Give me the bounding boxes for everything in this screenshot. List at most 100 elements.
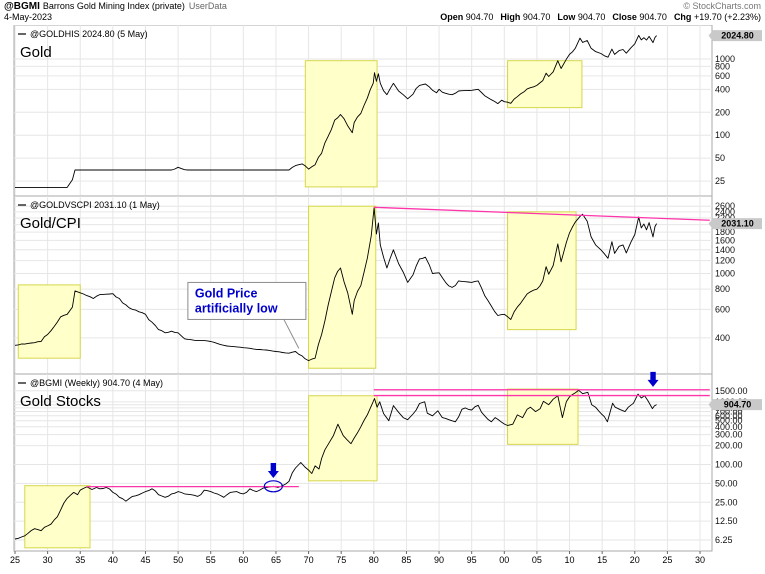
svg-text:500.00: 500.00 (715, 416, 743, 426)
panel-title: Gold/CPI (20, 215, 81, 232)
svg-text:25: 25 (10, 555, 20, 565)
x-axis-labels: 25 30 35 40 45 50 55 60 65 70 75 80 85 90 95 00 05 10 15 20… (10, 551, 705, 565)
svg-text:55: 55 (206, 555, 216, 565)
svg-text:00: 00 (499, 555, 509, 565)
callout-box (187, 281, 307, 320)
svg-text:70: 70 (304, 555, 314, 565)
gold_cpi-series-line (14, 207, 657, 362)
down-arrow-annotation (267, 463, 279, 479)
svg-text:1400: 1400 (715, 245, 735, 255)
svg-text:90: 90 (434, 555, 444, 565)
quote-line: Open 904.70 High 904.70 Low 904.70 Close 90… (433, 12, 761, 22)
trendline (373, 206, 710, 221)
svg-text:@GOLDHIS 2024.80 (5 May): @GOLDHIS 2024.80 (5 May) (30, 29, 148, 39)
last-price-tag: 2031.10 (708, 218, 762, 230)
svg-text:200.00: 200.00 (715, 441, 743, 451)
callout-pointer (283, 319, 300, 349)
svg-text:2400: 2400 (715, 207, 735, 217)
last-price-tag: 904.70 (708, 399, 762, 411)
svg-text:600.00: 600.00 (715, 411, 743, 421)
panel-bgmi: 1500.001000.00900.00800.00700.00600.0050… (13, 371, 762, 552)
gold-series-line (15, 34, 657, 188)
svg-text:20: 20 (630, 555, 640, 565)
gridlines (14, 374, 712, 551)
header-line-2: 4-May-2023 Open 904.70 High 904.70 Low 904… (4, 12, 761, 22)
svg-text:400: 400 (715, 333, 730, 343)
svg-text:200: 200 (715, 107, 730, 117)
svg-text:100.00: 100.00 (715, 460, 743, 470)
svg-text:1200: 1200 (715, 256, 735, 266)
svg-text:65: 65 (271, 555, 281, 565)
svg-text:400: 400 (715, 84, 730, 94)
highlight-box (507, 211, 577, 331)
svg-text:15: 15 (597, 555, 607, 565)
copyright-label: © StockCharts.com (683, 1, 761, 11)
header-line-1: @BGMI Barrons Gold Mining Index (private)… (4, 1, 761, 12)
svg-text:35: 35 (75, 555, 85, 565)
svg-text:60: 60 (238, 555, 248, 565)
svg-text:300.00: 300.00 (715, 430, 743, 440)
symbol-label: @BGMI (4, 1, 40, 12)
panel-title: Gold (20, 44, 52, 61)
svg-text:50.00: 50.00 (715, 478, 738, 488)
svg-text:100: 100 (715, 130, 730, 140)
chart-title: Barrons Gold Mining Index (private) (42, 1, 185, 11)
svg-text:600: 600 (715, 71, 730, 81)
svg-text:25: 25 (662, 555, 672, 565)
chart-date: 4-May-2023 (4, 12, 53, 22)
svg-text:904.70: 904.70 (724, 400, 752, 410)
quote-high: High 904.70 (500, 12, 551, 22)
quote-low: Low 904.70 (557, 12, 606, 22)
svg-text:800: 800 (715, 61, 730, 71)
svg-text:25: 25 (715, 176, 725, 186)
svg-text:12.50: 12.50 (715, 516, 738, 526)
data-source-tag: UserData (188, 1, 227, 11)
svg-text:45: 45 (140, 555, 150, 565)
quote-open: Open 904.70 (440, 12, 494, 22)
svg-text:25.00: 25.00 (715, 497, 738, 507)
svg-text:@GOLDVSCPI 2031.10 (1 May): @GOLDVSCPI 2031.10 (1 May) (30, 200, 160, 210)
svg-text:2200: 2200 (715, 213, 735, 223)
panel-legend: @GOLDHIS 2024.80 (5 May) (18, 29, 148, 39)
svg-text:@BGMI (Weekly) 904.70 (4 May): @BGMI (Weekly) 904.70 (4 May) (30, 378, 163, 388)
y-axis-labels: 2600240022002000180016001400120010008006… (715, 201, 735, 343)
svg-text:2031.10: 2031.10 (721, 219, 754, 229)
panel-legend: @BGMI (Weekly) 904.70 (4 May) (18, 378, 163, 388)
chart-header: @BGMI Barrons Gold Mining Index (private)… (0, 0, 765, 25)
svg-text:75: 75 (336, 555, 346, 565)
down-arrow-annotation (647, 371, 659, 387)
panel-title: Gold Stocks (20, 393, 101, 410)
last-price-tag: 2024.80 (708, 30, 762, 42)
svg-text:800: 800 (715, 284, 730, 294)
callout-text: Gold Price (195, 286, 258, 300)
svg-text:1800: 1800 (715, 227, 735, 237)
svg-text:2600: 2600 (715, 201, 735, 211)
svg-text:2024.80: 2024.80 (721, 31, 754, 41)
highlight-box (507, 388, 579, 445)
svg-text:400.00: 400.00 (715, 422, 743, 432)
svg-text:30: 30 (695, 555, 705, 565)
highlight-box (507, 60, 583, 109)
svg-text:1500.00: 1500.00 (715, 386, 748, 396)
panel-legend: @GOLDVSCPI 2031.10 (1 May) (18, 200, 160, 210)
svg-text:95: 95 (467, 555, 477, 565)
breakout-circle-annotation (263, 480, 283, 493)
svg-text:50: 50 (715, 153, 725, 163)
quote-chg: Chg +19.70 (+2.23%) (673, 12, 761, 22)
svg-text:80: 80 (369, 555, 379, 565)
svg-text:1000: 1000 (715, 268, 735, 278)
svg-text:10: 10 (565, 555, 575, 565)
svg-text:30: 30 (43, 555, 53, 565)
quote-close: Close 904.70 (612, 12, 667, 22)
svg-text:6.25: 6.25 (715, 535, 733, 545)
header-left: @BGMI Barrons Gold Mining Index (private)… (4, 1, 227, 12)
svg-text:600: 600 (715, 304, 730, 314)
svg-text:1600: 1600 (715, 235, 735, 245)
svg-text:1000: 1000 (715, 54, 735, 64)
svg-text:05: 05 (532, 555, 542, 565)
